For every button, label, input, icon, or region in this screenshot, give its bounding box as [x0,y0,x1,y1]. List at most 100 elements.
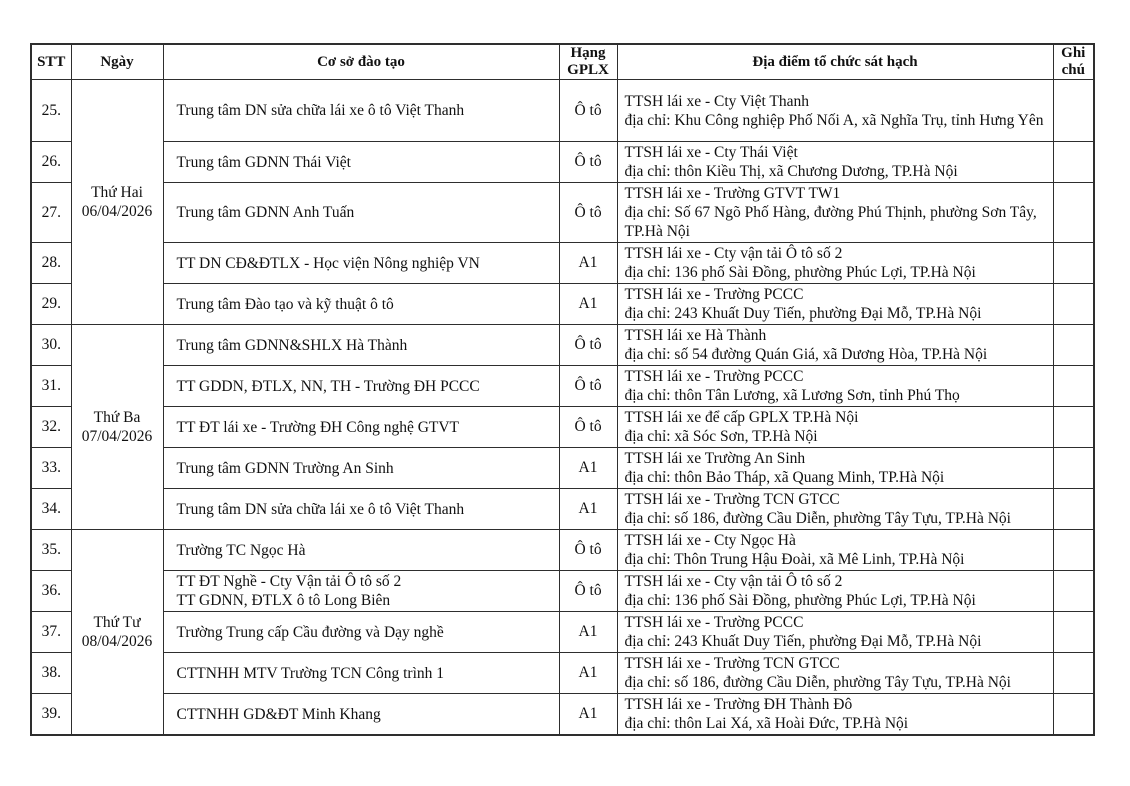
venue-address: địa chỉ: thôn Lai Xá, xã Hoài Đức, TP.Hà… [624,715,909,732]
facility-cell: TT ĐT Nghề - Cty Vận tải Ô tô số 2 TT GD… [162,570,560,612]
venue-address: địa chỉ: số 186, đường Cầu Diễn, phường … [624,510,1011,527]
venue-address: địa chỉ: 136 phố Sài Đồng, phường Phúc L… [624,264,976,281]
header-ngay: Ngày [70,43,164,80]
license-class-cell: Ô tô [558,141,618,183]
venue-cell: TTSH lái xe - Trường PCCC địa chỉ: 243 K… [616,283,1054,325]
venue-cell: TTSH lái xe - Trường GTVT TW1 địa chỉ: S… [616,182,1054,243]
stt-cell: 32. [30,406,72,448]
note-cell [1052,529,1095,571]
license-class-cell: A1 [558,488,618,530]
date-value: 06/04/2026 [81,203,153,220]
venue-cell: TTSH lái xe Hà Thành địa chỉ: số 54 đườn… [616,324,1054,366]
note-cell [1052,365,1095,407]
facility-name: Trung tâm DN sửa chữa lái xe ô tô Việt T… [176,102,465,119]
stt-cell: 29. [30,283,72,325]
license-class-cell: Ô tô [558,182,618,243]
facility-name: Trường TC Ngọc Hà [176,541,306,559]
stt-cell: 27. [30,182,72,243]
table-row: 34. Trung tâm DN sửa chữa lái xe ô tô Vi… [30,488,1095,530]
facility-cell: CTTNHH MTV Trường TCN Công trình 1 [162,652,560,694]
table-row: 31. TT GDDN, ĐTLX, NN, TH - Trường ĐH PC… [30,365,1095,407]
stt-cell: 28. [30,242,72,284]
venue-name: TTSH lái xe - Cty vận tải Ô tô số 2 [624,245,843,262]
venue-cell: TTSH lái xe để cấp GPLX TP.Hà Nội địa ch… [616,406,1054,448]
exam-schedule-table: STT Ngày Cơ sở đào tạo Hạng GPLX Địa điể… [30,43,1095,736]
note-cell [1052,242,1095,284]
note-cell [1052,488,1095,530]
stt-cell: 34. [30,488,72,530]
venue-name: TTSH lái xe - Trường GTVT TW1 [624,185,841,202]
license-class-cell: A1 [558,283,618,325]
venue-address: địa chỉ: 243 Khuất Duy Tiến, phường Đại … [624,305,982,322]
stt-cell: 31. [30,365,72,407]
facility-name: TT DN CĐ&ĐTLX - Học viện Nông nghiệp VN [176,254,480,272]
stt-cell: 26. [30,141,72,183]
table-row: 26. Trung tâm GDNN Thái Việt Ô tô TTSH l… [30,141,1095,183]
facility-name: TT ĐT lái xe - Trường ĐH Công nghệ GTVT [176,418,460,436]
license-class-cell: Ô tô [558,529,618,571]
venue-cell: TTSH lái xe - Cty Thái Việt địa chỉ: thô… [616,141,1054,183]
table-row: 25. Thứ Hai 06/04/2026 Trung tâm DN sửa … [30,79,1095,325]
facility-cell: Trung tâm GDNN Anh Tuấn [162,182,560,243]
facility-name: Trung tâm GDNN Trường An Sinh [176,459,394,477]
weekday-label: Thứ Tư [93,614,141,631]
facility-name: Trường Trung cấp Cầu đường và Dạy nghề [176,623,444,641]
venue-address: địa chỉ: 136 phố Sài Đồng, phường Phúc L… [624,592,976,609]
venue-address: địa chỉ: số 186, đường Cầu Diễn, phường … [624,674,1011,691]
facility-cell: Trung tâm DN sửa chữa lái xe ô tô Việt T… [162,488,560,530]
note-cell [1052,570,1095,612]
license-class-cell: Ô tô [558,324,618,366]
facility-cell: CTTNHH GD&ĐT Minh Khang [162,693,560,736]
venue-name: TTSH lái xe Trường An Sinh [624,450,806,467]
facility-name: Trung tâm GDNN Anh Tuấn [176,204,355,221]
license-class-cell: A1 [558,693,618,736]
table-row: 30. Thứ Ba 07/04/2026 Trung tâm GDNN&SHL… [30,324,1095,530]
venue-cell: TTSH lái xe - Cty Ngọc Hà địa chỉ: Thôn … [616,529,1054,571]
license-class-cell: Ô tô [558,365,618,407]
facility-cell: Trung tâm GDNN Trường An Sinh [162,447,560,489]
venue-cell: TTSH lái xe Trường An Sinh địa chỉ: thôn… [616,447,1054,489]
date-cell: Thứ Hai 06/04/2026 [70,79,164,325]
facility-cell: Trường Trung cấp Cầu đường và Dạy nghề [162,611,560,653]
venue-name: TTSH lái xe - Cty Ngọc Hà [624,532,796,549]
header-stt: STT [30,43,72,80]
note-cell [1052,406,1095,448]
facility-cell: Trung tâm GDNN Thái Việt [162,141,560,183]
date-cell: Thứ Ba 07/04/2026 [70,324,164,530]
table-row: 37. Trường Trung cấp Cầu đường và Dạy ng… [30,611,1095,653]
facility-name: TT ĐT Nghề - Cty Vận tải Ô tô số 2 [176,573,402,590]
venue-cell: TTSH lái xe - Trường ĐH Thành Đô địa chỉ… [616,693,1054,736]
stt-cell: 38. [30,652,72,694]
facility-name: Trung tâm GDNN&SHLX Hà Thành [176,336,408,354]
venue-cell: TTSH lái xe - Trường PCCC địa chỉ: 243 K… [616,611,1054,653]
facility-cell: TT GDDN, ĐTLX, NN, TH - Trường ĐH PCCC [162,365,560,407]
table-row: 35. Thứ Tư 08/04/2026 Trường TC Ngọc Hà … [30,529,1095,736]
venue-name: TTSH lái xe để cấp GPLX TP.Hà Nội [624,409,859,426]
header-ghi-chu: Ghi chú [1052,43,1095,80]
stt-cell: 35. [30,529,72,571]
license-class-cell: A1 [558,242,618,284]
license-class-cell: A1 [558,447,618,489]
venue-name: TTSH lái xe - Trường ĐH Thành Đô [624,696,853,713]
stt-cell: 30. [30,324,72,366]
header-hang-gplx: Hạng GPLX [558,43,618,80]
note-cell [1052,652,1095,694]
date-value: 07/04/2026 [81,428,153,445]
table-row: 33. Trung tâm GDNN Trường An Sinh A1 TTS… [30,447,1095,489]
weekday-label: Thứ Hai [91,184,143,201]
venue-address: địa chỉ: Số 67 Ngõ Phố Hàng, đường Phú T… [624,204,1037,240]
venue-name: TTSH lái xe - Cty Việt Thanh [624,92,809,110]
stt-cell: 25. [30,79,72,142]
facility-cell: Trung tâm Đào tạo và kỹ thuật ô tô [162,283,560,325]
facility-cell: TT DN CĐ&ĐTLX - Học viện Nông nghiệp VN [162,242,560,284]
note-cell [1052,693,1095,736]
note-cell [1052,79,1095,142]
note-cell [1052,283,1095,325]
venue-address: địa chỉ: Thôn Trung Hậu Đoài, xã Mê Linh… [624,551,965,568]
facility-name: CTTNHH MTV Trường TCN Công trình 1 [176,664,445,682]
date-cell: Thứ Tư 08/04/2026 [70,529,164,736]
venue-cell: TTSH lái xe - Trường TCN GTCC địa chỉ: s… [616,652,1054,694]
venue-name: TTSH lái xe - Cty Thái Việt [624,144,798,161]
weekday-label: Thứ Ba [93,409,141,426]
table-row: 32. TT ĐT lái xe - Trường ĐH Công nghệ G… [30,406,1095,448]
